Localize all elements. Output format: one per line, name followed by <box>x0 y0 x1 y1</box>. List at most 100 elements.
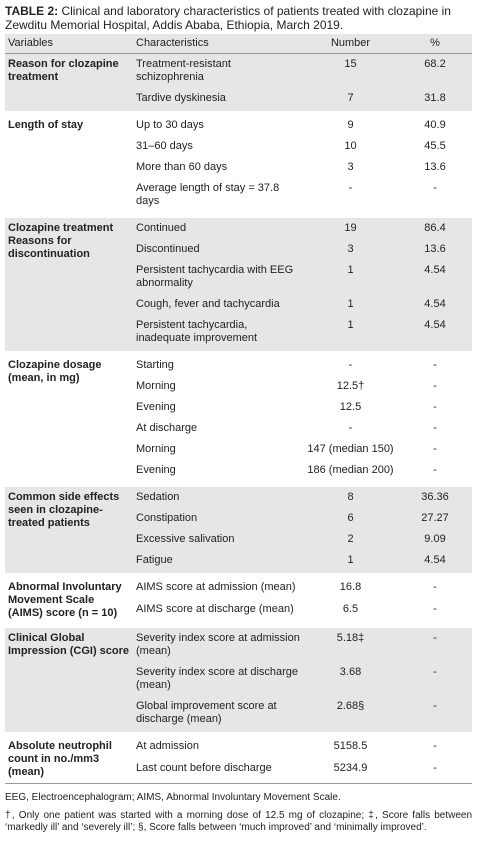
number-cell: 1 <box>303 260 398 294</box>
percent-cell: - <box>433 380 437 392</box>
table-row: Average length of stay = 37.8 days - - <box>5 178 472 216</box>
table-row: Persistent tachycardia, inadequate impro… <box>5 315 472 353</box>
table-row: At discharge - - <box>5 418 472 439</box>
table-row: Evening 186 (median 200) - <box>5 460 472 485</box>
characteristic-cell: Excessive salivation <box>133 529 303 550</box>
number-cell: 5158.5 <box>303 731 398 759</box>
footnote: †, Only one patient was started with a m… <box>5 810 472 833</box>
table-row: Tardive dyskinesia 7 31.8 <box>5 88 472 113</box>
column-header: Number <box>303 34 398 54</box>
table-row: Length of stay Up to 30 days 9 40.9 <box>5 111 472 216</box>
caption-label: TABLE 2: <box>5 4 59 18</box>
footnotes: EEG, Electroencephalogram; AIMS, Abnorma… <box>5 792 472 834</box>
characteristic-cell: Persistent tachycardia with EEG abnormal… <box>133 260 303 294</box>
percent-cell: 4.54 <box>398 294 472 315</box>
characteristic-cell: Fatigue <box>133 550 303 575</box>
table-row: Discontinued 3 13.6 <box>5 239 472 260</box>
number-cell: 12.5 <box>339 401 362 413</box>
characteristic-cell: Continued <box>133 214 303 239</box>
variable-cell: Abnormal Involuntary Movement Scale (AIM… <box>5 573 133 626</box>
characteristic-cell: Morning <box>136 380 176 392</box>
table-row: Clinical Global Impression (CGI) score Se… <box>5 624 472 734</box>
footnote: EEG, Electroencephalogram; AIMS, Abnorma… <box>5 792 341 803</box>
percent-cell: 13.6 <box>424 161 446 173</box>
percent-cell: - <box>433 422 437 434</box>
percent-cell: 45.5 <box>424 140 446 152</box>
characteristic-cell: Average length of stay = 37.8 days <box>136 182 280 207</box>
variable-cell: Absolute neutrophil count in no./mm3 (me… <box>5 732 133 784</box>
table-row: Persistent tachycardia with EEG abnormal… <box>5 260 472 294</box>
number-cell: 8 <box>303 483 398 508</box>
characteristic-cell: 31–60 days <box>136 140 193 152</box>
characteristic-cell: Evening <box>136 401 176 413</box>
table-row: Evening 12.5 - <box>5 397 472 418</box>
number-cell: 9 <box>303 111 398 136</box>
percent-cell: - <box>433 182 437 194</box>
percent-cell: - <box>398 731 472 759</box>
number-cell: 3 <box>347 161 354 173</box>
percent-cell: - <box>398 696 472 734</box>
number-cell: 5.18‡ <box>303 624 398 662</box>
variable-cell: Clinical Global Impression (CGI) score <box>5 624 133 734</box>
number-cell: - <box>348 182 353 194</box>
table: Variables Characteristics Number% Reason f… <box>5 34 472 784</box>
number-cell: 19 <box>303 214 398 239</box>
characteristic-cell: Treatment-resistant schizophrenia <box>133 53 303 88</box>
variable-cell: Clozapine treatment Reasons for disconti… <box>5 214 133 353</box>
caption: TABLE 2: Clinical and laboratory charact… <box>5 4 472 32</box>
characteristic-cell: Evening <box>136 464 176 476</box>
characteristic-cell: At admission <box>133 731 303 759</box>
characteristic-cell: Starting <box>133 351 303 376</box>
percent-cell: - <box>398 662 472 696</box>
characteristic-cell: AIMS score at admission (mean) <box>133 572 303 600</box>
caption-text: Clinical and laboratory characteristics … <box>5 4 451 32</box>
characteristic-cell: Sedation <box>133 483 303 508</box>
characteristic-cell: AIMS score at discharge (mean) <box>136 603 294 616</box>
percent-cell: 9.09 <box>398 529 472 550</box>
percent-cell: 27.27 <box>398 508 472 529</box>
table-row: Last count before discharge 5234.9 - <box>5 758 472 783</box>
percent-cell: - <box>433 603 437 616</box>
number-cell: 1 <box>303 294 398 315</box>
number-cell: 3.68 <box>303 662 398 696</box>
percent-cell: 4.54 <box>398 550 472 575</box>
number-cell: 3 <box>303 239 398 260</box>
table-row: More than 60 days 3 13.6 <box>5 157 472 178</box>
number-cell: 6.5 <box>342 603 359 616</box>
percent-cell: 40.9 <box>398 111 472 136</box>
table-row: Constipation 6 27.27 <box>5 508 472 529</box>
characteristic-cell: At discharge <box>136 422 198 434</box>
table-row: Clozapine dosage (mean, in mg) Starting - - <box>5 351 472 485</box>
number-cell: 186 (median 200) <box>307 464 394 476</box>
table-row: Severity index score at discharge (mean)… <box>5 662 472 696</box>
table-row: Clozapine treatment Reasons for disconti… <box>5 214 472 353</box>
column-header: Characteristics <box>133 34 303 54</box>
characteristic-cell: Severity index score at discharge (mean) <box>133 662 303 696</box>
table-row: Cough, fever and tachycardia 1 4.54 <box>5 294 472 315</box>
percent-cell: - <box>398 624 472 662</box>
number-cell: - <box>348 422 353 434</box>
percent-cell: 36.36 <box>398 483 472 508</box>
characteristic-cell: Last count before discharge <box>136 762 272 775</box>
variable-cell: Common side effects seen in clozapine-tr… <box>5 483 133 575</box>
table-row: Excessive salivation 2 9.09 <box>5 529 472 550</box>
number-cell: 2 <box>303 529 398 550</box>
table-row: AIMS score at discharge (mean) 6.5 - <box>5 599 472 626</box>
number-cell: 1 <box>303 550 398 575</box>
table-row: Morning 147 (median 150) - <box>5 439 472 460</box>
percent-cell: - <box>433 401 437 413</box>
characteristic-cell: Morning <box>136 443 176 455</box>
variable-cell: Length of stay <box>5 111 133 216</box>
column-header: % <box>398 34 472 54</box>
table-body: Reason for clozapine treatment Treatment-… <box>5 53 472 784</box>
table-row: 31–60 days 10 45.5 <box>5 136 472 157</box>
variable-cell: Clozapine dosage (mean, in mg) <box>5 351 133 485</box>
characteristic-cell: Discontinued <box>133 239 303 260</box>
header-row: Variables Characteristics Number% <box>5 34 472 54</box>
number-cell: 6 <box>303 508 398 529</box>
percent-cell: - <box>398 572 472 600</box>
number-cell: 1 <box>303 315 398 353</box>
number-cell: 147 (median 150) <box>307 443 394 455</box>
number-cell: 5234.9 <box>333 762 368 775</box>
number-cell: 16.8 <box>303 572 398 600</box>
